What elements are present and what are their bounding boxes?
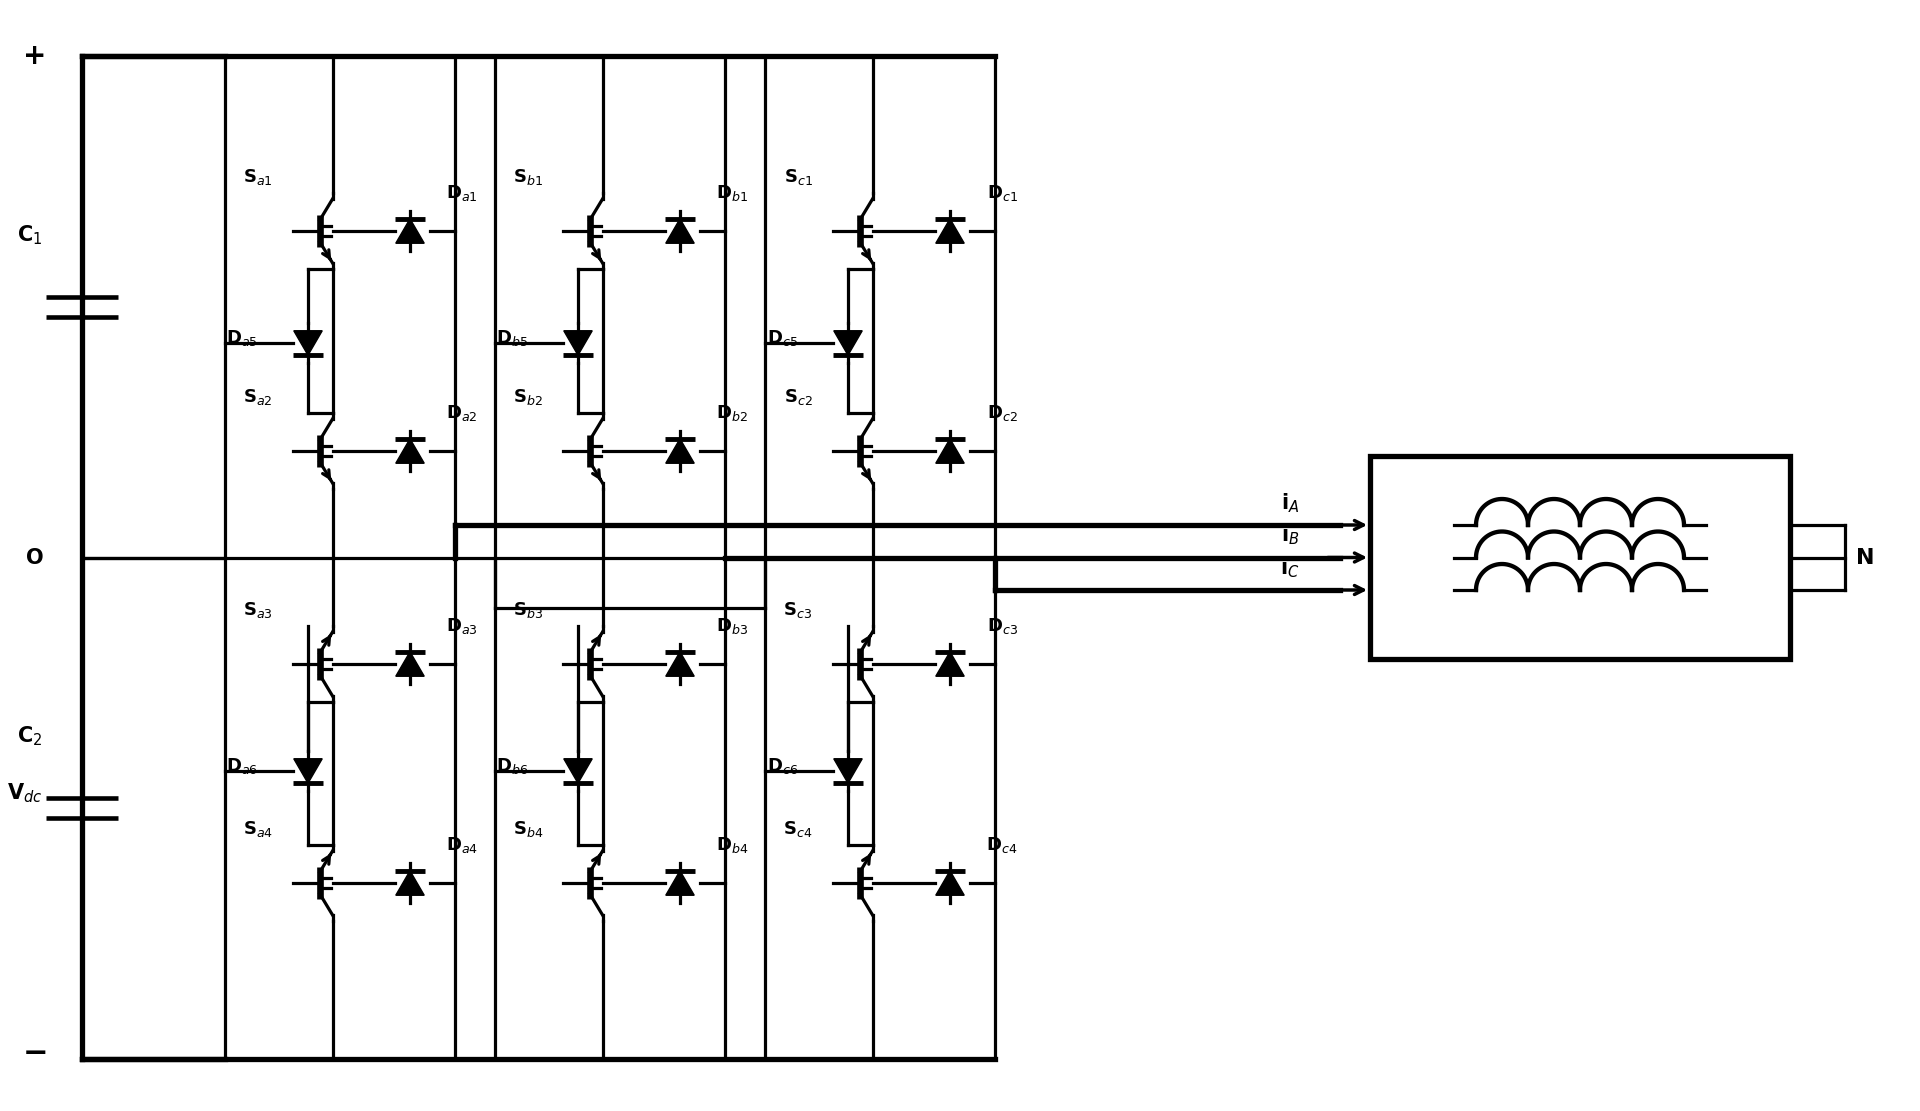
Text: S$_{b3}$: S$_{b3}$ bbox=[513, 600, 543, 620]
Text: S$_{a4}$: S$_{a4}$ bbox=[244, 819, 273, 839]
Polygon shape bbox=[666, 871, 695, 895]
Text: i$_C$: i$_C$ bbox=[1281, 557, 1300, 580]
Polygon shape bbox=[564, 759, 591, 783]
Text: C$_1$: C$_1$ bbox=[17, 223, 42, 247]
Text: −: − bbox=[23, 1040, 48, 1069]
Text: D$_{c6}$: D$_{c6}$ bbox=[766, 755, 799, 775]
Text: D$_{a5}$: D$_{a5}$ bbox=[227, 328, 257, 348]
Text: D$_{c5}$: D$_{c5}$ bbox=[766, 328, 799, 348]
Polygon shape bbox=[294, 331, 323, 356]
Polygon shape bbox=[396, 871, 424, 895]
Text: D$_{c2}$: D$_{c2}$ bbox=[987, 403, 1018, 423]
Text: +: + bbox=[23, 42, 46, 70]
Text: S$_{b4}$: S$_{b4}$ bbox=[513, 819, 543, 839]
Text: S$_{a2}$: S$_{a2}$ bbox=[244, 387, 273, 407]
Text: i$_B$: i$_B$ bbox=[1281, 523, 1300, 548]
Text: D$_{b1}$: D$_{b1}$ bbox=[716, 183, 749, 203]
Polygon shape bbox=[935, 871, 964, 895]
Text: O: O bbox=[27, 548, 44, 568]
Text: S$_{c1}$: S$_{c1}$ bbox=[783, 167, 812, 187]
Polygon shape bbox=[396, 652, 424, 677]
Text: S$_{b2}$: S$_{b2}$ bbox=[513, 387, 543, 407]
Text: S$_{a1}$: S$_{a1}$ bbox=[244, 167, 273, 187]
Text: i$_A$: i$_A$ bbox=[1281, 491, 1300, 514]
Text: D$_{a1}$: D$_{a1}$ bbox=[445, 183, 478, 203]
Text: S$_{c3}$: S$_{c3}$ bbox=[783, 600, 812, 620]
Polygon shape bbox=[833, 331, 862, 356]
Polygon shape bbox=[564, 331, 591, 356]
Text: S$_{c4}$: S$_{c4}$ bbox=[783, 819, 812, 839]
Polygon shape bbox=[666, 219, 695, 243]
Polygon shape bbox=[396, 219, 424, 243]
Polygon shape bbox=[666, 652, 695, 677]
Text: D$_{a3}$: D$_{a3}$ bbox=[445, 615, 478, 635]
Text: D$_{b6}$: D$_{b6}$ bbox=[495, 755, 528, 775]
Text: D$_{b5}$: D$_{b5}$ bbox=[495, 328, 528, 348]
Polygon shape bbox=[935, 219, 964, 243]
Text: C$_2$: C$_2$ bbox=[17, 724, 42, 748]
Text: N: N bbox=[1857, 548, 1874, 568]
Polygon shape bbox=[294, 759, 323, 783]
Text: D$_{c3}$: D$_{c3}$ bbox=[987, 615, 1018, 635]
Text: D$_{a2}$: D$_{a2}$ bbox=[445, 403, 478, 423]
Text: D$_{c1}$: D$_{c1}$ bbox=[987, 183, 1018, 203]
Polygon shape bbox=[935, 439, 964, 463]
Polygon shape bbox=[666, 439, 695, 463]
Text: D$_{a4}$: D$_{a4}$ bbox=[445, 835, 478, 855]
Bar bbox=[1371, 456, 1789, 659]
Text: D$_{c4}$: D$_{c4}$ bbox=[987, 835, 1018, 855]
Text: S$_{a3}$: S$_{a3}$ bbox=[244, 600, 273, 620]
Text: D$_{b2}$: D$_{b2}$ bbox=[716, 403, 749, 423]
Text: V$_{dc}$: V$_{dc}$ bbox=[8, 781, 42, 805]
Polygon shape bbox=[833, 759, 862, 783]
Polygon shape bbox=[935, 652, 964, 677]
Text: D$_{b3}$: D$_{b3}$ bbox=[716, 615, 749, 635]
Text: D$_{a6}$: D$_{a6}$ bbox=[227, 755, 257, 775]
Text: S$_{c2}$: S$_{c2}$ bbox=[783, 387, 812, 407]
Polygon shape bbox=[396, 439, 424, 463]
Text: D$_{b4}$: D$_{b4}$ bbox=[716, 835, 749, 855]
Text: S$_{b1}$: S$_{b1}$ bbox=[513, 167, 543, 187]
